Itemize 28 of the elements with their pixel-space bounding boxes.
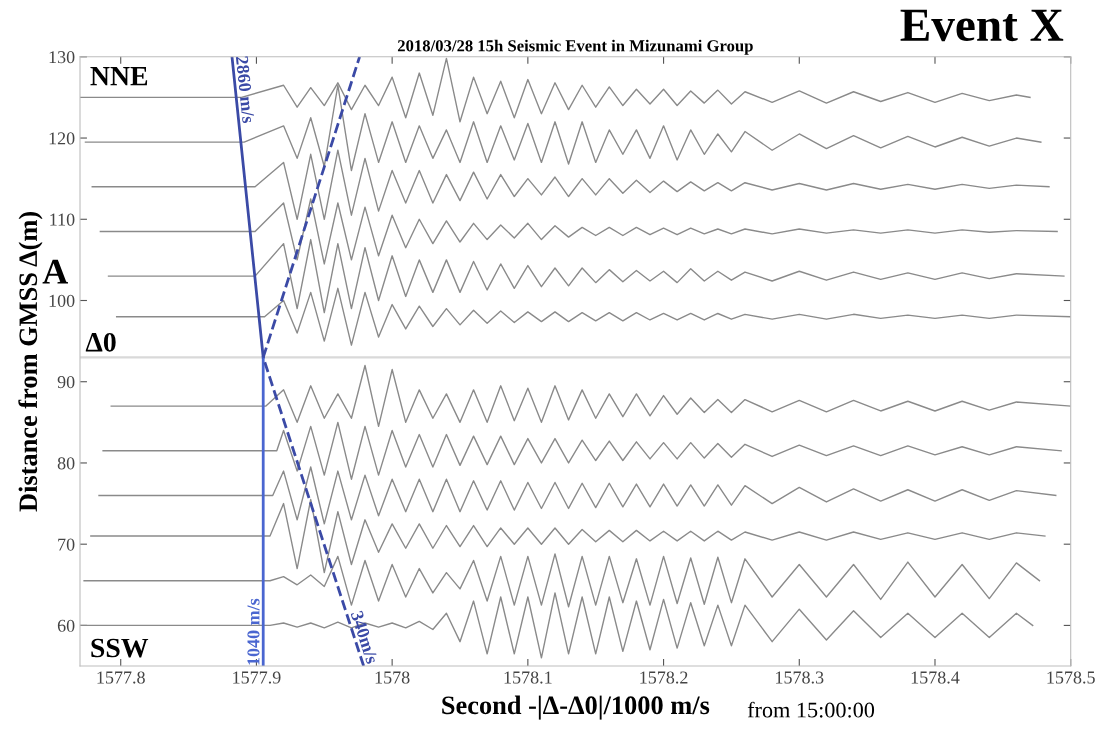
y-tick-label: 100 — [49, 294, 75, 307]
x-tick-label: 1577.8 — [97, 671, 145, 684]
x-tick-label: 1578.3 — [776, 671, 824, 684]
text: from 15:00:00 — [747, 701, 875, 718]
y-axis-title: Distance from GMSS Δ(m) — [18, 211, 43, 512]
x-axis-title: Second -|Δ-Δ0|/1000 m/s — [442, 695, 710, 720]
x-tick-label: 1578.4 — [911, 671, 960, 684]
y-tick-label: 120 — [49, 132, 75, 145]
y-tick-label: 90 — [57, 375, 75, 389]
x-tick-label: 1578 — [375, 671, 410, 684]
ref-line-label: Δ0 — [85, 332, 116, 352]
y-tick-label: 80 — [57, 457, 75, 470]
chart-title: 2018/03/28 15h Seismic Event in Mizunami Group — [397, 39, 753, 55]
annotation: SSW — [91, 638, 149, 658]
annotation: NNE — [90, 67, 148, 86]
text: 1040 m/s — [247, 598, 260, 665]
text: Event X — [900, 9, 1064, 42]
x-tick-label: 1578.1 — [504, 671, 552, 684]
y-tick-label: 110 — [50, 213, 75, 226]
x-tick-label: 1578.2 — [640, 671, 688, 684]
text: 2860 m/s — [235, 55, 255, 124]
text: 340m/s — [350, 610, 379, 665]
y-tick-label: 70 — [58, 538, 75, 551]
x-tick-label: 1578.5 — [1047, 671, 1095, 684]
y-tick-label: 130 — [49, 51, 75, 64]
text: A — [42, 259, 69, 284]
x-tick-label: 1577.9 — [233, 671, 281, 684]
y-tick-label: 60 — [57, 619, 75, 632]
